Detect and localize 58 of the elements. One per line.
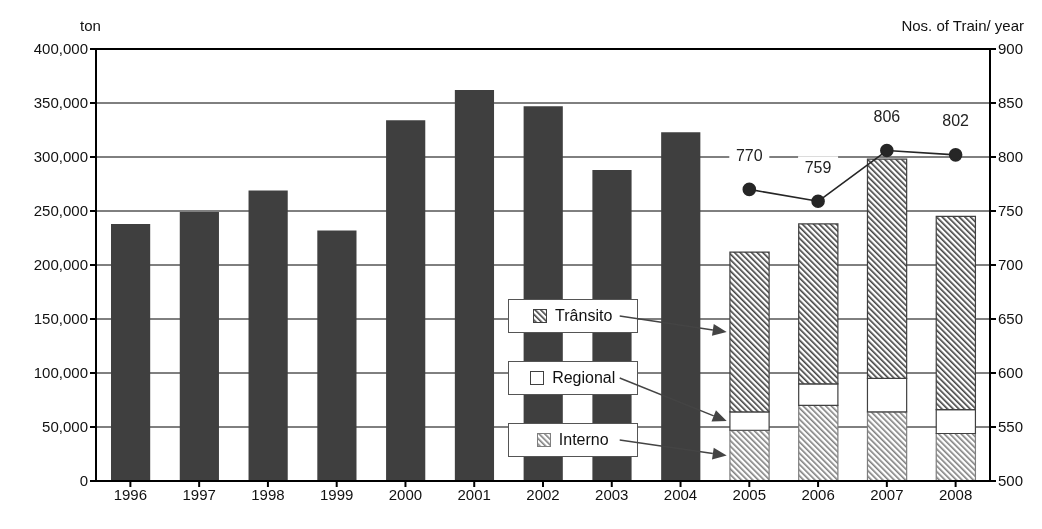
- legend-box: Trânsito: [507, 299, 638, 333]
- y2-tick-label: 700: [998, 256, 1024, 274]
- y-tick-label: 0: [79, 472, 88, 490]
- bar: [661, 132, 701, 481]
- data-label: 806: [873, 108, 901, 126]
- y2-tick-label: 900: [998, 40, 1024, 58]
- y-tick-label: 350,000: [33, 94, 88, 112]
- x-tick-label: 2008: [938, 485, 973, 503]
- bar: [111, 223, 151, 481]
- bar: [179, 212, 219, 481]
- x-tick-label: 2003: [595, 485, 629, 503]
- x-tick-label: 2004: [663, 485, 698, 503]
- x-tick-label: 1999: [320, 485, 354, 503]
- legend-label: Regional: [552, 369, 616, 387]
- x-tick-label: 2001: [457, 485, 491, 503]
- y-tick-label: 250,000: [33, 202, 88, 220]
- x-tick-label: 2000: [388, 485, 423, 503]
- bar: [729, 429, 770, 481]
- y2-tick-label: 850: [998, 94, 1024, 112]
- y2-tick-label: 650: [998, 310, 1024, 328]
- y-axis-title: ton: [80, 17, 101, 34]
- bar: [454, 90, 495, 481]
- data-label: 759: [804, 158, 832, 176]
- x-tick-label: 1998: [251, 485, 285, 503]
- y2-axis-title: Nos. of Train/ year: [901, 17, 1024, 34]
- bar: [248, 190, 288, 481]
- y2-tick-label: 800: [998, 148, 1024, 166]
- legend-label: Trânsito: [555, 307, 613, 325]
- bar: [798, 404, 839, 481]
- bar: [935, 432, 977, 481]
- x-tick-label: 1997: [182, 485, 216, 503]
- y-tick-label: 400,000: [33, 40, 88, 58]
- y-tick-label: 200,000: [33, 256, 88, 274]
- y2-tick-label: 500: [998, 472, 1024, 490]
- bar: [317, 230, 357, 481]
- x-tick-label: 2005: [732, 485, 766, 503]
- y2-tick-label: 550: [998, 418, 1024, 436]
- point: [742, 182, 757, 197]
- bar: [866, 411, 908, 481]
- y-tick-label: 150,000: [33, 310, 88, 328]
- y2-tick-label: 750: [998, 202, 1024, 220]
- y2-tick-label: 600: [998, 364, 1024, 382]
- data-label: 802: [942, 112, 970, 130]
- legend-box: Interno: [507, 423, 638, 457]
- x-tick-label: 2007: [870, 485, 904, 503]
- x-tick-label: 2002: [526, 485, 560, 503]
- x-tick-label: 2006: [801, 485, 835, 503]
- legend-label: Interno: [558, 431, 609, 449]
- point: [948, 148, 963, 162]
- bar: [386, 120, 426, 481]
- point: [880, 143, 894, 158]
- y-tick-label: 100,000: [33, 364, 88, 382]
- y-tick-label: 50,000: [42, 418, 88, 436]
- x-tick-label: 1996: [113, 485, 148, 503]
- point: [811, 194, 825, 209]
- data-label: 770: [735, 146, 763, 164]
- y-tick-label: 300,000: [33, 148, 88, 166]
- legend-box: Regional: [507, 361, 638, 395]
